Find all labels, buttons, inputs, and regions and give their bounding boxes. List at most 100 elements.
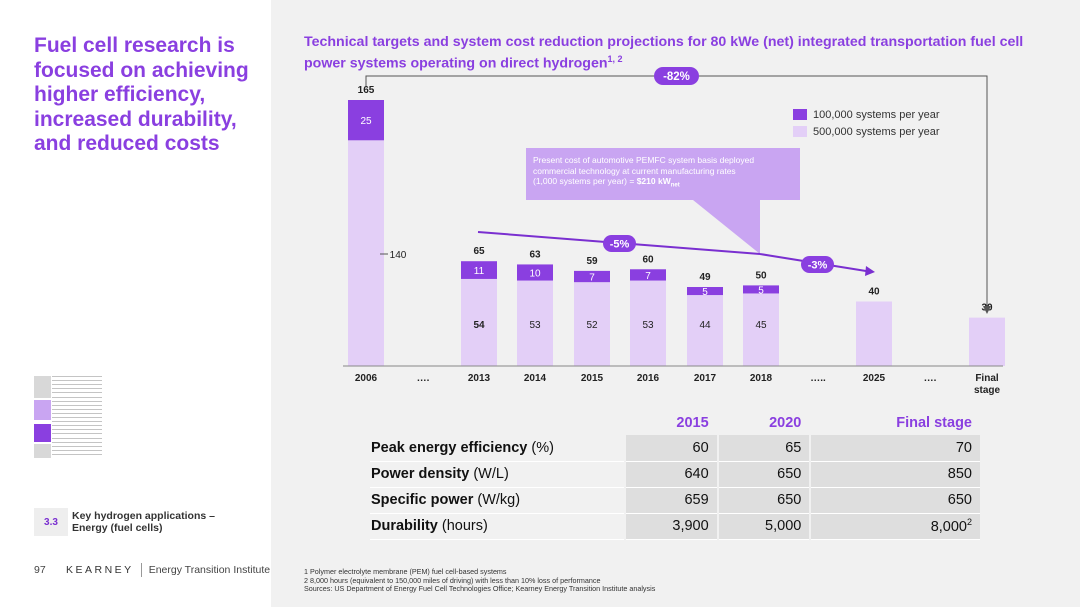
- chart-title: Technical targets and system cost reduct…: [304, 34, 1024, 72]
- bar-total-label: 165: [358, 85, 375, 96]
- footnote-sources: Sources: US Department of Energy Fuel Ce…: [304, 584, 656, 593]
- toc-line: [52, 429, 102, 431]
- x-tick-label: 2014: [524, 373, 547, 384]
- bar-segment-500k: [687, 295, 723, 366]
- bar-segment-100k: [574, 270, 610, 283]
- x-tick-label: 2006: [355, 373, 378, 384]
- toc-line: [52, 425, 102, 427]
- toc-line: [52, 388, 102, 390]
- x-tick-label: ….: [924, 373, 937, 384]
- toc-line: [52, 453, 102, 455]
- callout-box: [526, 148, 800, 254]
- left-panel: Fuel cell research is focused on achievi…: [0, 0, 271, 607]
- toc-thumbnail: [34, 376, 102, 458]
- chart-legend: 100,000 systems per year 500,000 systems…: [793, 106, 940, 140]
- toc-line: [52, 404, 102, 406]
- toc-line: [52, 449, 102, 451]
- footnote-1: 1 Polymer electrolyte membrane (PEM) fue…: [304, 567, 507, 576]
- x-tick-label: 2013: [468, 373, 491, 384]
- trend-label-5: -5%: [610, 239, 630, 251]
- reduction-arrowhead: [983, 306, 991, 314]
- x-tick-label: 2017: [694, 373, 717, 384]
- footer: 97 KEARNEY Energy Transition Institute: [34, 563, 270, 577]
- bar-segment-500k: [743, 293, 779, 366]
- x-tick-label: stage: [974, 385, 1001, 396]
- bar-label-100k: 7: [645, 271, 651, 282]
- bar-label-100k: 25: [360, 116, 372, 127]
- overall-reduction-pill: [654, 67, 699, 85]
- headline: Fuel cell research is focused on achievi…: [34, 34, 249, 155]
- x-tick-label: 2018: [750, 373, 773, 384]
- legend-item-light: 500,000 systems per year: [793, 123, 940, 140]
- toc-line: [52, 380, 102, 382]
- page-number: 97: [34, 564, 46, 576]
- toc-line: [52, 392, 102, 394]
- toc-line: [52, 400, 102, 402]
- bar-segment-100k: [517, 264, 553, 281]
- toc-line: [52, 396, 102, 398]
- toc-line: [52, 437, 102, 439]
- bar-segment-500k: [348, 140, 384, 366]
- bar-segment-100k: [687, 287, 723, 296]
- bar-segment-100k: [348, 100, 384, 141]
- toc-line: [52, 412, 102, 414]
- trend-pill-3: [801, 256, 834, 273]
- bar-total-label: 49: [699, 272, 711, 283]
- table-row: Durability (hours) 3,900 5,000 8,0002: [370, 513, 980, 540]
- bar-segment-500k: [461, 278, 497, 366]
- bar-label-500k: 53: [642, 320, 654, 331]
- legend-label-light: 500,000 systems per year: [813, 125, 940, 138]
- table-header-2015: 2015: [624, 410, 718, 435]
- trend-pill-5: [603, 235, 636, 252]
- bar-segment-100k: [743, 285, 779, 294]
- bar-label-500k: 44: [699, 320, 711, 331]
- toc-line: [52, 421, 102, 423]
- bar-label-500k: 53: [529, 320, 541, 331]
- bar-total-label: 59: [586, 256, 598, 267]
- toc-block: [34, 376, 51, 398]
- toc-line: [52, 408, 102, 410]
- toc-line: [52, 417, 102, 418]
- section-number: 3.3: [34, 508, 68, 536]
- cost-bar-chart: 25 165 2006 …. 11 65 54 2013 10 63 53 2014 7 59 52 2015…: [343, 67, 1005, 396]
- footnotes: 1 Polymer electrolyte membrane (PEM) fue…: [304, 567, 656, 594]
- toc-line: [52, 445, 102, 447]
- toc-block: [34, 444, 51, 458]
- brand-logo: KEARNEY: [66, 564, 134, 576]
- legend-swatch-dark: [793, 109, 807, 120]
- bar-segment-100k: [461, 261, 497, 279]
- bar-label-100k: 5: [702, 287, 708, 298]
- legend-item-dark: 100,000 systems per year: [793, 106, 940, 123]
- bar-total-label: 50: [755, 270, 767, 281]
- legend-swatch-light: [793, 126, 807, 137]
- bar-label-100k: 11: [474, 266, 485, 277]
- bar-total-label: 40: [868, 287, 880, 298]
- toc-line: [52, 384, 102, 386]
- bar-label-500k: 52: [586, 320, 598, 331]
- bar-segment-500k: [517, 280, 553, 366]
- table-row: Power density (W/L) 640 650 850: [370, 461, 980, 488]
- x-tick-label: 2025: [863, 373, 886, 384]
- bar-segment-100k: [630, 269, 666, 281]
- x-tick-label: …..: [810, 373, 826, 384]
- bar-total-label: 63: [529, 249, 541, 260]
- bar-label-500k: 54: [473, 320, 485, 331]
- table-row: Specific power (W/kg) 659 650 650: [370, 487, 980, 514]
- x-tick-label: 2016: [637, 373, 660, 384]
- footer-divider: [140, 563, 142, 577]
- toc-line: [52, 441, 102, 443]
- targets-table: 2015 2020 Final stage Peak energy effici…: [370, 410, 980, 540]
- table-header-final: Final stage: [809, 410, 980, 435]
- bar-segment-500k: [630, 280, 666, 366]
- x-tick-label: Final: [975, 373, 999, 384]
- table-row: Peak energy efficiency (%) 60 65 70: [370, 435, 980, 462]
- toc-line: [52, 433, 102, 435]
- cost-callout: Present cost of automotive PEMFC system …: [533, 155, 755, 189]
- toc-line: [52, 376, 102, 377]
- legend-label-dark: 100,000 systems per year: [813, 108, 940, 121]
- section-tag: 3.3 Key hydrogen applications – Energy (…: [34, 508, 264, 536]
- section-label: Key hydrogen applications – Energy (fuel…: [72, 510, 215, 534]
- x-tick-label: ….: [417, 373, 430, 384]
- bar-label-100k: 7: [589, 273, 595, 284]
